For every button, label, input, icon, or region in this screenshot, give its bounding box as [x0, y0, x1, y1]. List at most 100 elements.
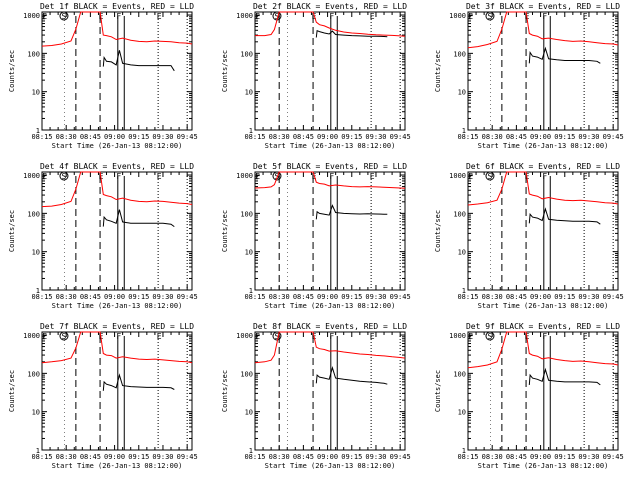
x-tick-label: 09:00 — [530, 293, 551, 301]
x-tick-label: 08:30 — [482, 293, 503, 301]
event-marker-label: E — [370, 332, 375, 341]
event-marker-label: E — [157, 12, 162, 21]
y-tick-label: 1 — [36, 127, 40, 135]
x-tick-label: 09:30 — [578, 133, 599, 141]
y-axis-label: Counts/sec — [434, 210, 442, 252]
y-tick-label: 10 — [32, 409, 40, 417]
event-marker-label: F — [329, 12, 334, 21]
y-tick-label: 100 — [453, 210, 466, 218]
y-tick-label: 1000 — [23, 332, 40, 340]
x-tick-label: 09:00 — [317, 453, 338, 461]
event-marker-label: F — [329, 332, 334, 341]
black-events-series-line — [528, 46, 601, 64]
x-tick-label: 08:15 — [244, 293, 265, 301]
x-tick-label: 08:15 — [31, 133, 52, 141]
x-tick-label: 09:15 — [341, 293, 362, 301]
event-marker-label: E — [42, 332, 47, 341]
y-axis-label: Counts/sec — [221, 50, 229, 92]
x-tick-label: 08:15 — [244, 453, 265, 461]
x-tick-label: 08:45 — [293, 133, 314, 141]
x-tick-label: 08:15 — [244, 133, 265, 141]
y-tick-label: 1000 — [23, 172, 40, 180]
x-axis-label: Start Time (26-Jan-13 08:12:00) — [52, 462, 183, 470]
x-axis-label: Start Time (26-Jan-13 08:12:00) — [265, 462, 396, 470]
y-tick-label: 10 — [245, 249, 253, 257]
y-tick-label: 1 — [36, 447, 40, 455]
plot-frame — [254, 11, 406, 131]
x-tick-label: 09:15 — [341, 133, 362, 141]
y-axis-label: Counts/sec — [434, 370, 442, 412]
red-lld-series-line — [467, 171, 619, 206]
y-tick-label: 1000 — [449, 332, 466, 340]
black-events-series-line — [315, 30, 388, 38]
x-tick-label: 08:15 — [457, 293, 478, 301]
x-tick-label: 09:30 — [365, 293, 386, 301]
detector-plot-1: Det 1f BLACK = Events, RED = LLD 08:15 08:… — [8, 2, 198, 150]
x-axis-label: Start Time (26-Jan-13 08:12:00) — [265, 142, 396, 150]
marker-circle — [59, 11, 69, 21]
x-tick-label: 09:15 — [554, 133, 575, 141]
y-axis-label: Counts/sec — [221, 370, 229, 412]
event-marker-label: E — [255, 332, 260, 341]
event-marker-label: E — [42, 12, 47, 21]
event-marker-label: E — [255, 172, 260, 181]
plot-title: Det 2f BLACK = Events, RED = LLD — [253, 2, 407, 11]
red-lld-series-line — [254, 171, 406, 189]
x-tick-label: 08:15 — [31, 293, 52, 301]
y-tick-label: 1 — [249, 287, 253, 295]
detector-plot-4: Det 4f BLACK = Events, RED = LLD 08:15 08:… — [8, 162, 198, 310]
event-marker-label: S — [488, 12, 493, 21]
detector-plot-8: Det 8f BLACK = Events, RED = LLD 08:15 08:… — [221, 322, 411, 470]
plot-frame — [467, 171, 619, 291]
detector-plot-6: Det 6f BLACK = Events, RED = LLD 08:15 08:… — [434, 162, 624, 310]
event-marker-label: E — [468, 12, 473, 21]
x-tick-label: 09:30 — [152, 293, 173, 301]
x-tick-label: 09:15 — [128, 133, 149, 141]
black-events-series-line — [315, 204, 388, 220]
y-tick-label: 100 — [240, 370, 253, 378]
y-tick-label: 1000 — [449, 172, 466, 180]
plot-frame — [467, 331, 619, 451]
event-marker-label: S — [488, 172, 493, 181]
event-marker-label: S — [488, 332, 493, 341]
y-tick-label: 1000 — [23, 12, 40, 20]
y-tick-label: 10 — [458, 249, 466, 257]
y-tick-label: 10 — [245, 89, 253, 97]
plot-title: Det 4f BLACK = Events, RED = LLD — [40, 162, 194, 171]
x-tick-label: 08:45 — [293, 293, 314, 301]
event-marker-label: E — [583, 172, 588, 181]
y-tick-label: 10 — [245, 409, 253, 417]
x-axis-label: Start Time (26-Jan-13 08:12:00) — [478, 302, 609, 310]
x-tick-label: 08:30 — [56, 293, 77, 301]
event-marker-label: E — [157, 332, 162, 341]
x-axis-label: Start Time (26-Jan-13 08:12:00) — [478, 462, 609, 470]
y-axis-label: Counts/sec — [8, 210, 16, 252]
x-tick-label: 09:45 — [177, 453, 198, 461]
y-tick-label: 100 — [453, 370, 466, 378]
y-tick-label: 1 — [249, 127, 253, 135]
black-events-series-line — [528, 367, 601, 386]
marker-circle — [485, 171, 495, 181]
x-tick-label: 09:00 — [104, 293, 125, 301]
y-axis-label: Counts/sec — [434, 50, 442, 92]
x-axis-label: Start Time (26-Jan-13 08:12:00) — [478, 142, 609, 150]
y-tick-label: 100 — [240, 210, 253, 218]
event-marker-label: S — [275, 332, 280, 341]
plot-frame — [41, 11, 193, 131]
x-tick-label: 09:00 — [104, 133, 125, 141]
x-tick-label: 09:00 — [317, 293, 338, 301]
x-tick-label: 08:45 — [293, 453, 314, 461]
detector-plot-3: Det 3f BLACK = Events, RED = LLD 08:15 08:… — [434, 2, 624, 150]
black-events-series-line — [315, 366, 388, 385]
x-tick-label: 08:30 — [269, 453, 290, 461]
y-tick-label: 1 — [462, 127, 466, 135]
x-tick-label: 08:30 — [269, 293, 290, 301]
red-lld-series-line — [467, 331, 619, 369]
y-tick-label: 10 — [458, 89, 466, 97]
event-marker-label: F — [542, 332, 547, 341]
event-marker-label: E — [42, 172, 47, 181]
y-tick-label: 1 — [462, 287, 466, 295]
x-tick-label: 08:15 — [457, 133, 478, 141]
x-tick-label: 09:15 — [554, 453, 575, 461]
